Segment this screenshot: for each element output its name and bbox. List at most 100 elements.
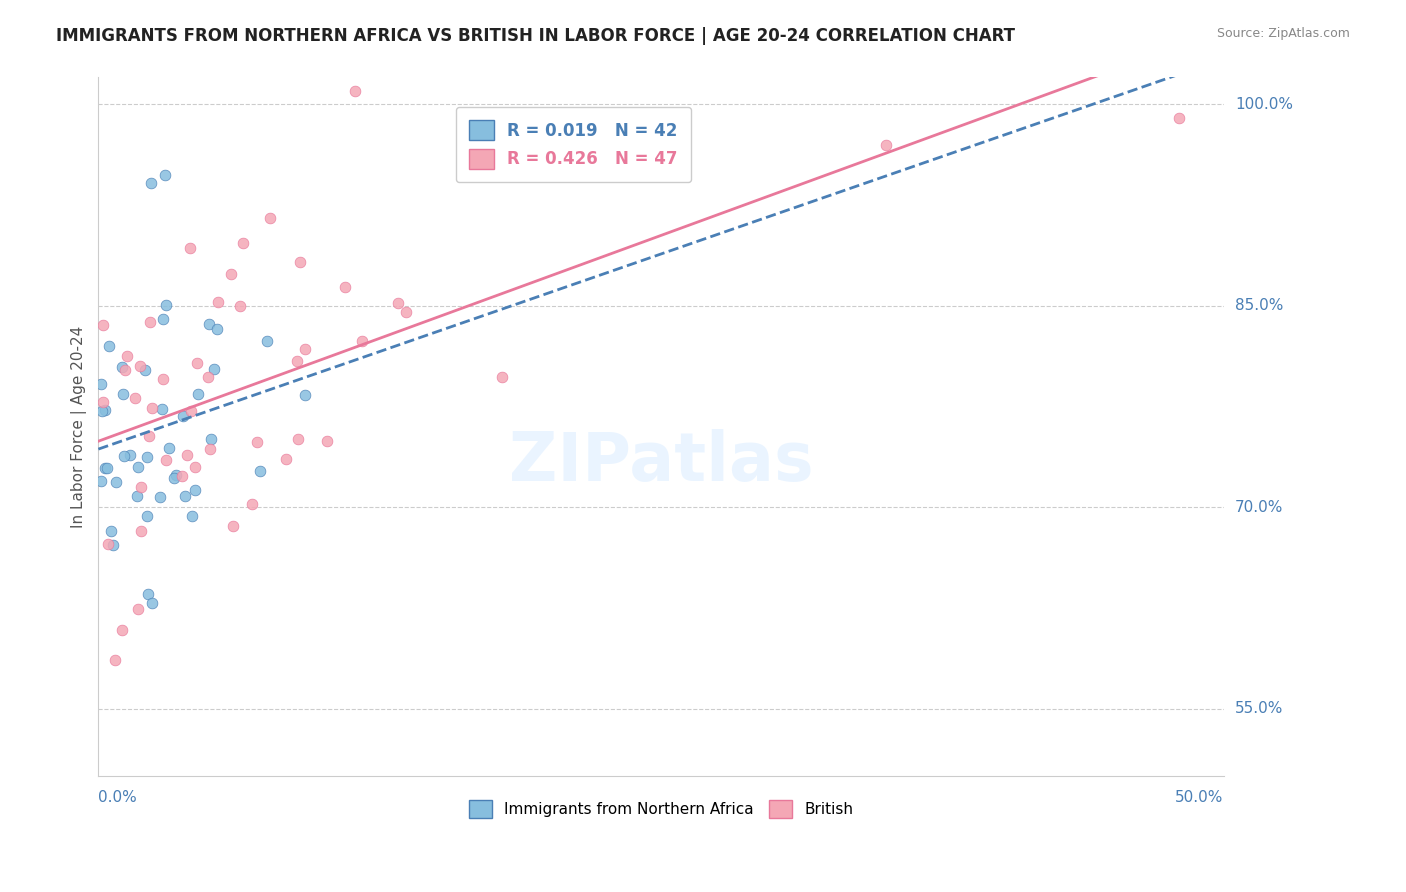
Point (200, 432, 222, 446)
Point (387, 295, 409, 310)
Y-axis label: In Labor Force | Age 20-24: In Labor Force | Age 20-24 (72, 326, 87, 528)
Point (229, 299, 252, 313)
Point (90, 475, 112, 489)
Point (90, 404, 112, 418)
Text: 50.0%: 50.0% (1175, 790, 1223, 805)
Point (127, 602, 149, 616)
Point (294, 388, 316, 402)
Text: 70.0%: 70.0% (1234, 500, 1284, 515)
Point (1167, 111, 1189, 125)
Point (276, 452, 298, 467)
Point (141, 596, 163, 610)
Point (111, 623, 134, 637)
Point (491, 370, 513, 384)
Point (124, 391, 146, 405)
Point (91, 318, 114, 332)
Legend: Immigrants from Northern Africa, British: Immigrants from Northern Africa, British (463, 794, 859, 824)
Point (187, 387, 209, 401)
Point (134, 363, 156, 377)
Point (118, 448, 141, 462)
Point (294, 343, 316, 357)
Point (114, 362, 136, 376)
Point (97, 339, 120, 353)
Text: 100.0%: 100.0% (1234, 97, 1294, 112)
Text: ZIPatlas: ZIPatlas (509, 429, 813, 495)
Point (315, 434, 337, 448)
Text: Source: ZipAtlas.com: Source: ZipAtlas.com (1216, 27, 1350, 40)
Point (155, 298, 177, 312)
Point (180, 509, 202, 524)
Point (207, 322, 229, 336)
Point (153, 168, 176, 182)
Point (93, 460, 115, 475)
Point (222, 518, 245, 533)
Point (170, 469, 193, 483)
Point (93, 395, 115, 409)
Point (139, 315, 162, 329)
Point (125, 489, 148, 503)
Point (129, 524, 152, 539)
Point (129, 480, 152, 494)
Point (221, 267, 243, 281)
Point (165, 468, 187, 483)
Point (152, 311, 174, 326)
Point (202, 362, 225, 376)
Point (128, 359, 150, 373)
Point (94, 403, 117, 417)
Point (90, 377, 112, 392)
Point (155, 453, 177, 467)
Point (141, 401, 163, 415)
Point (186, 356, 208, 370)
Point (97, 537, 120, 551)
Point (249, 464, 271, 478)
Point (149, 490, 172, 504)
Point (287, 433, 309, 447)
Point (197, 370, 219, 384)
Point (198, 317, 221, 331)
Point (141, 177, 163, 191)
Point (163, 471, 186, 485)
Point (184, 460, 207, 475)
Point (111, 360, 134, 375)
Point (127, 460, 149, 475)
Point (180, 404, 202, 418)
Point (259, 211, 281, 225)
Point (335, 279, 357, 293)
Point (176, 448, 198, 462)
Point (256, 334, 278, 348)
Point (198, 442, 221, 456)
Point (138, 429, 160, 443)
Point (285, 354, 308, 368)
Point (875, 137, 897, 152)
Text: IMMIGRANTS FROM NORTHERN AFRICA VS BRITISH IN LABOR FORCE | AGE 20-24 CORRELATIO: IMMIGRANTS FROM NORTHERN AFRICA VS BRITI… (56, 27, 1015, 45)
Point (111, 386, 134, 401)
Point (240, 497, 263, 511)
Point (104, 475, 127, 489)
Point (117, 349, 139, 363)
Point (246, 435, 269, 450)
Text: 0.0%: 0.0% (98, 790, 138, 805)
Point (184, 483, 207, 497)
Point (179, 241, 201, 255)
Point (152, 372, 174, 386)
Point (207, 294, 229, 309)
Point (172, 409, 194, 424)
Point (150, 401, 173, 416)
Point (173, 489, 195, 503)
Point (288, 254, 311, 268)
Point (157, 441, 180, 455)
Point (103, 538, 125, 552)
Point (135, 450, 157, 464)
Point (104, 653, 127, 667)
Point (395, 305, 418, 319)
Point (136, 587, 159, 601)
Point (136, 509, 159, 524)
Point (100, 524, 122, 538)
Text: 85.0%: 85.0% (1234, 298, 1284, 313)
Point (350, 334, 373, 348)
Text: 55.0%: 55.0% (1234, 701, 1284, 716)
Point (343, 84, 366, 98)
Point (112, 449, 135, 463)
Point (96, 460, 118, 475)
Point (232, 235, 254, 250)
